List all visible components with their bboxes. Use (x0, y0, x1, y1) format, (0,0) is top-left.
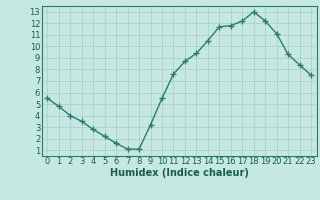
X-axis label: Humidex (Indice chaleur): Humidex (Indice chaleur) (110, 168, 249, 178)
